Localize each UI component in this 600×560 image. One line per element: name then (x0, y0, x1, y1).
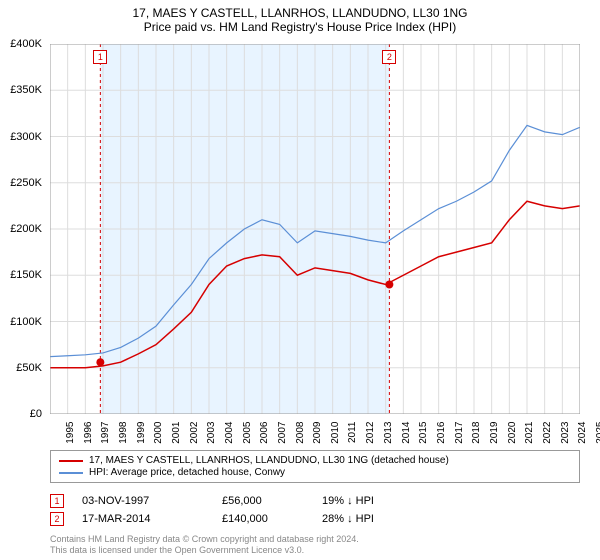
x-tick-label: 2008 (294, 422, 305, 444)
y-tick-label: £150K (10, 269, 42, 281)
sale-diff: 19% ↓ HPI (322, 495, 442, 507)
y-tick-label: £350K (10, 84, 42, 96)
x-tick-label: 1996 (82, 422, 93, 444)
chart-svg (50, 44, 580, 414)
legend-swatch (59, 460, 83, 462)
chart-container: 17, MAES Y CASTELL, LLANRHOS, LLANDUDNO,… (0, 0, 600, 560)
x-tick-label: 2009 (312, 422, 323, 444)
x-tick-label: 2012 (365, 422, 376, 444)
x-tick-label: 2022 (542, 422, 553, 444)
x-tick-label: 1999 (135, 422, 146, 444)
y-tick-label: £200K (10, 223, 42, 235)
x-tick-label: 2004 (224, 422, 235, 444)
title-block: 17, MAES Y CASTELL, LLANRHOS, LLANDUDNO,… (0, 0, 600, 36)
x-tick-label: 2007 (277, 422, 288, 444)
x-tick-label: 2013 (383, 422, 394, 444)
sale-dot-2 (385, 281, 393, 289)
chart-subtitle: Price paid vs. HM Land Registry's House … (10, 20, 590, 34)
footer-line-2: This data is licensed under the Open Gov… (50, 545, 580, 556)
footer-line-1: Contains HM Land Registry data © Crown c… (50, 534, 580, 545)
x-tick-label: 2020 (506, 422, 517, 444)
y-tick-label: £300K (10, 131, 42, 143)
x-tick-label: 2016 (436, 422, 447, 444)
x-tick-label: 2024 (577, 422, 588, 444)
x-tick-label: 2006 (259, 422, 270, 444)
legend-label: HPI: Average price, detached house, Conw… (89, 467, 285, 478)
sale-price: £56,000 (222, 495, 322, 507)
x-tick-label: 2023 (559, 422, 570, 444)
legend-label: 17, MAES Y CASTELL, LLANRHOS, LLANDUDNO,… (89, 455, 449, 466)
x-tick-label: 2021 (524, 422, 535, 444)
y-axis-labels: £0£50K£100K£150K£200K£250K£300K£350K£400… (0, 44, 48, 414)
legend-swatch (59, 472, 83, 474)
x-tick-label: 2002 (188, 422, 199, 444)
legend-row: HPI: Average price, detached house, Conw… (59, 467, 571, 478)
x-tick-label: 2019 (489, 422, 500, 444)
marker-box-1: 1 (93, 50, 107, 64)
x-tick-label: 2001 (171, 422, 182, 444)
x-axis-labels: 1995 1996 1997 1998 1999 2000 2001 2002 2003 2004… (50, 414, 580, 454)
x-tick-label: 1998 (118, 422, 129, 444)
marker-box-2: 2 (382, 50, 396, 64)
sale-date: 03-NOV-1997 (82, 495, 222, 507)
x-tick-label: 2018 (471, 422, 482, 444)
y-tick-label: £50K (16, 362, 42, 374)
x-tick-label: 2005 (241, 422, 252, 444)
x-tick-label: 2010 (330, 422, 341, 444)
x-tick-label: 2000 (153, 422, 164, 444)
y-tick-label: £0 (30, 408, 42, 420)
x-tick-label: 2014 (400, 422, 411, 444)
x-tick-label: 2011 (347, 422, 358, 444)
y-tick-label: £100K (10, 316, 42, 328)
x-tick-label: 2017 (453, 422, 464, 444)
sale-date: 17-MAR-2014 (82, 513, 222, 525)
x-tick-label: 1997 (100, 422, 111, 444)
x-tick-label: 2025 (595, 422, 600, 444)
x-tick-label: 2015 (418, 422, 429, 444)
sale-dot-1 (96, 358, 104, 366)
sale-row-1: 1 03-NOV-1997£56,00019% ↓ HPI (50, 494, 580, 508)
legend-box: 17, MAES Y CASTELL, LLANRHOS, LLANDUDNO,… (50, 450, 580, 483)
y-tick-label: £400K (10, 38, 42, 50)
sale-row-2: 2 17-MAR-2014£140,00028% ↓ HPI (50, 512, 580, 526)
chart-title-address: 17, MAES Y CASTELL, LLANRHOS, LLANDUDNO,… (10, 6, 590, 20)
sale-marker-num: 1 (50, 494, 64, 508)
sale-marker-num: 2 (50, 512, 64, 526)
x-tick-label: 2003 (206, 422, 217, 444)
x-tick-label: 1995 (65, 422, 76, 444)
footer-attribution: Contains HM Land Registry data © Crown c… (50, 534, 580, 556)
sale-price: £140,000 (222, 513, 322, 525)
sale-markers-table: 1 03-NOV-1997£56,00019% ↓ HPI 2 17-MAR-2014… (50, 490, 580, 530)
legend-row: 17, MAES Y CASTELL, LLANRHOS, LLANDUDNO,… (59, 455, 571, 466)
sale-diff: 28% ↓ HPI (322, 513, 442, 525)
y-tick-label: £250K (10, 177, 42, 189)
chart-plot-area (50, 44, 580, 414)
